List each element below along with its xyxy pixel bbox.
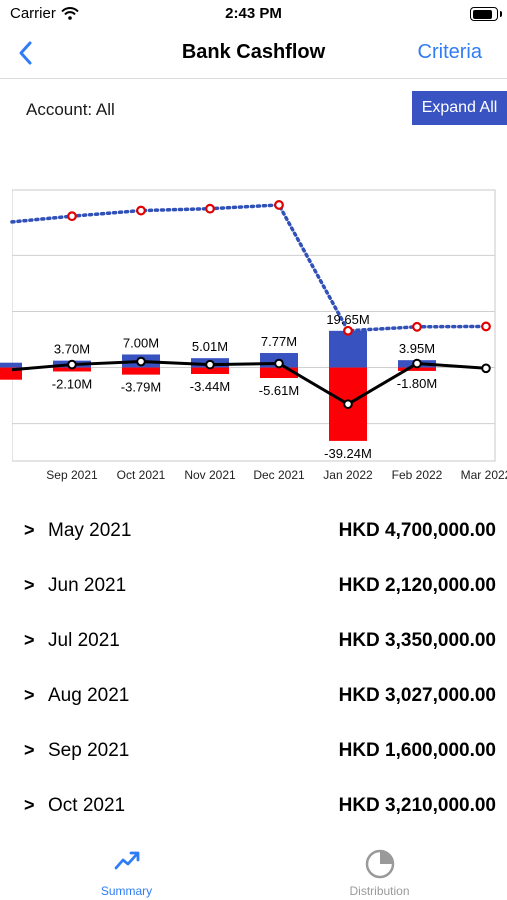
navigation-bar: Bank Cashflow Criteria <box>0 30 507 79</box>
month-row[interactable]: > May 2021 HKD 4,700,000.00 <box>0 505 507 560</box>
carrier-label: Carrier <box>10 5 56 22</box>
chevron-right-icon: > <box>24 795 35 815</box>
wifi-icon <box>61 7 79 20</box>
month-row[interactable]: > Oct 2021 HKD 3,210,000.00 <box>0 780 507 835</box>
battery-icon <box>470 7 502 21</box>
outflow-bar <box>122 367 160 375</box>
left-mask <box>0 180 12 490</box>
month-list: > May 2021 HKD 4,700,000.00 > Jun 2021 H… <box>0 505 507 835</box>
pie-chart-icon <box>365 849 394 879</box>
balance-point <box>136 205 146 216</box>
x-tick-label: Oct 2021 <box>117 468 166 482</box>
inflow-label: 19.65M <box>326 312 369 327</box>
criteria-button[interactable]: Criteria <box>417 41 482 63</box>
outflow-label: -5.61M <box>259 383 299 398</box>
outflow-label: -3.79M <box>121 380 161 395</box>
balance-point <box>343 325 353 336</box>
balance-point <box>412 321 422 332</box>
inflow-label: 7.00M <box>123 335 159 350</box>
carrier-group: Carrier <box>10 5 79 22</box>
account-filter-label: Account: All <box>26 100 115 119</box>
tab-bar: Summary Distribution <box>0 838 507 900</box>
outflow-bar <box>53 367 91 372</box>
net-point <box>343 399 353 409</box>
net-point <box>136 356 146 367</box>
chevron-left-icon <box>19 41 32 65</box>
outflow-bar <box>191 367 229 374</box>
inflow-label: 5.01M <box>192 339 228 354</box>
inflow-label: 7.77M <box>261 334 297 349</box>
balance-line <box>10 203 488 333</box>
outflow-label: -2.10M <box>52 376 92 391</box>
month-row[interactable]: > Jul 2021 HKD 3,350,000.00 <box>0 615 507 670</box>
net-point <box>481 363 491 374</box>
trend-line-icon <box>114 851 139 870</box>
outflow-bar <box>398 367 436 371</box>
expand-all-button[interactable]: Expand All <box>412 91 507 125</box>
tab-distribution[interactable]: Distribution <box>253 838 506 900</box>
back-button[interactable] <box>12 38 42 68</box>
tab-label: Distribution <box>349 884 410 898</box>
month-amount: HKD 4,700,000.00 <box>338 520 496 541</box>
inflow-label: 3.95M <box>399 341 435 356</box>
net-point <box>274 358 284 369</box>
x-tick-label: Mar 2022 <box>461 468 507 482</box>
chevron-right-icon: > <box>24 740 35 760</box>
month-amount: HKD 3,350,000.00 <box>338 630 496 651</box>
balance-point <box>274 200 284 210</box>
month-amount: HKD 2,120,000.00 <box>338 575 496 596</box>
chevron-right-icon: > <box>24 685 35 705</box>
month-name: May 2021 <box>48 520 132 541</box>
inflow-label: 3.70M <box>54 342 90 357</box>
net-point <box>67 359 77 370</box>
x-tick-label: Sep 2021 <box>46 468 98 482</box>
chevron-right-icon: > <box>24 575 35 595</box>
outflow-label: -3.44M <box>190 379 230 394</box>
inflow-bar <box>329 330 367 368</box>
balance-point <box>481 321 491 332</box>
inflow-bar <box>0 362 22 368</box>
month-row[interactable]: > Aug 2021 HKD 3,027,000.00 <box>0 670 507 725</box>
balance-point <box>205 203 215 214</box>
outflow-label: -1.80M <box>397 376 437 391</box>
tab-label: Summary <box>100 884 153 898</box>
status-bar: Carrier 2:43 PM <box>0 0 507 30</box>
month-amount: HKD 1,600,000.00 <box>338 740 496 761</box>
month-row[interactable]: > Jun 2021 HKD 2,120,000.00 <box>0 560 507 615</box>
net-cashflow-line <box>11 360 487 406</box>
x-tick-label: Jan 2022 <box>323 468 373 482</box>
month-name: Jun 2021 <box>48 575 127 596</box>
month-amount: HKD 3,210,000.00 <box>338 795 496 816</box>
cashflow-chart[interactable]: 3.70M -2.10M 7.00M -3.79M 5.01M -3.44M 7.77M -5… <box>0 180 507 490</box>
x-tick-label: Feb 2022 <box>392 468 443 482</box>
month-row[interactable]: > Sep 2021 HKD 1,600,000.00 <box>0 725 507 780</box>
outflow-label: -39.24M <box>324 446 372 461</box>
month-amount: HKD 3,027,000.00 <box>338 685 496 706</box>
chevron-right-icon: > <box>24 520 35 540</box>
x-tick-label: Dec 2021 <box>253 468 305 482</box>
month-name: Jul 2021 <box>48 630 120 651</box>
status-time: 2:43 PM <box>225 5 282 22</box>
net-point <box>412 358 422 369</box>
outflow-bar <box>260 367 298 379</box>
month-name: Oct 2021 <box>48 795 126 816</box>
chevron-right-icon: > <box>24 630 35 650</box>
month-name: Aug 2021 <box>48 685 130 706</box>
battery-level <box>472 9 493 19</box>
balance-point <box>67 211 77 222</box>
x-tick-label: Nov 2021 <box>184 468 236 482</box>
net-point <box>205 359 215 370</box>
month-name: Sep 2021 <box>48 740 130 761</box>
tab-summary[interactable]: Summary <box>0 838 253 900</box>
